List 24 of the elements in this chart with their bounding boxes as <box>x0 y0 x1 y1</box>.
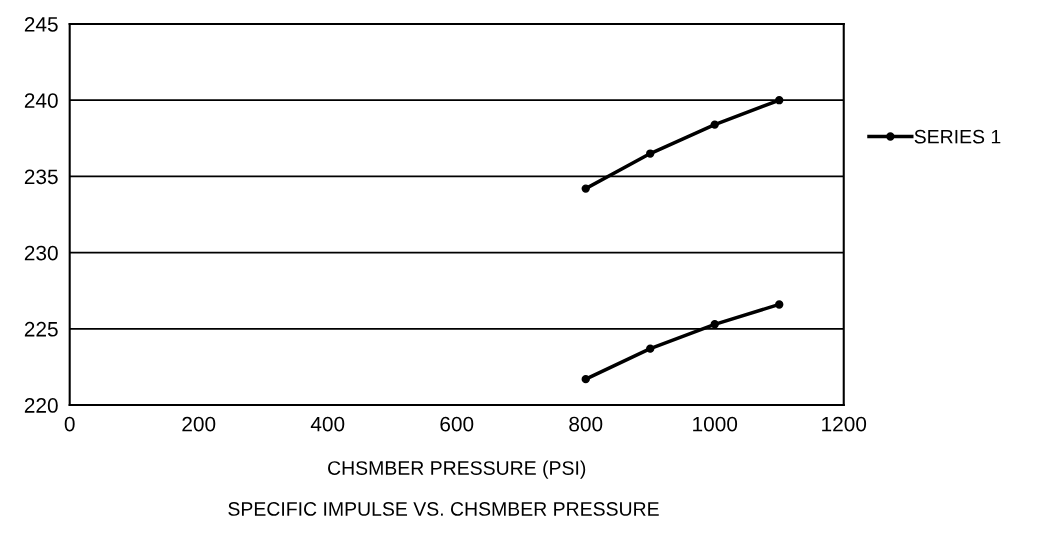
point <box>581 184 590 193</box>
point <box>775 300 784 309</box>
x-tick-label: 800 <box>569 416 603 432</box>
y-tick-label: 225 <box>24 321 58 337</box>
y-tick-label: 245 <box>24 16 58 32</box>
x-tick-label: 1200 <box>822 416 867 432</box>
y-tick-label: 220 <box>24 398 58 413</box>
point <box>646 149 655 158</box>
legend-label: SERIES 1 <box>914 129 1001 144</box>
y-tick-label: 235 <box>24 169 58 185</box>
x-tick-label: 400 <box>310 416 345 432</box>
y-tick-label: 240 <box>24 93 58 108</box>
x-tick-label: 200 <box>182 416 216 432</box>
y-tick-label: 230 <box>24 245 58 261</box>
x-axis-title: CHSMBER PRESSURE (PSI) <box>328 460 586 479</box>
text: SPECIFIC IMPULSE VS. CHSMBER PRESSURE <box>228 502 659 516</box>
point <box>646 344 655 353</box>
x-tick-label: 0 <box>64 416 75 432</box>
point <box>710 120 719 129</box>
point <box>581 374 590 384</box>
x-tick-label: 600 <box>440 416 474 432</box>
point <box>710 320 719 329</box>
x-tick-label: 1000 <box>693 416 738 432</box>
point <box>775 96 784 105</box>
